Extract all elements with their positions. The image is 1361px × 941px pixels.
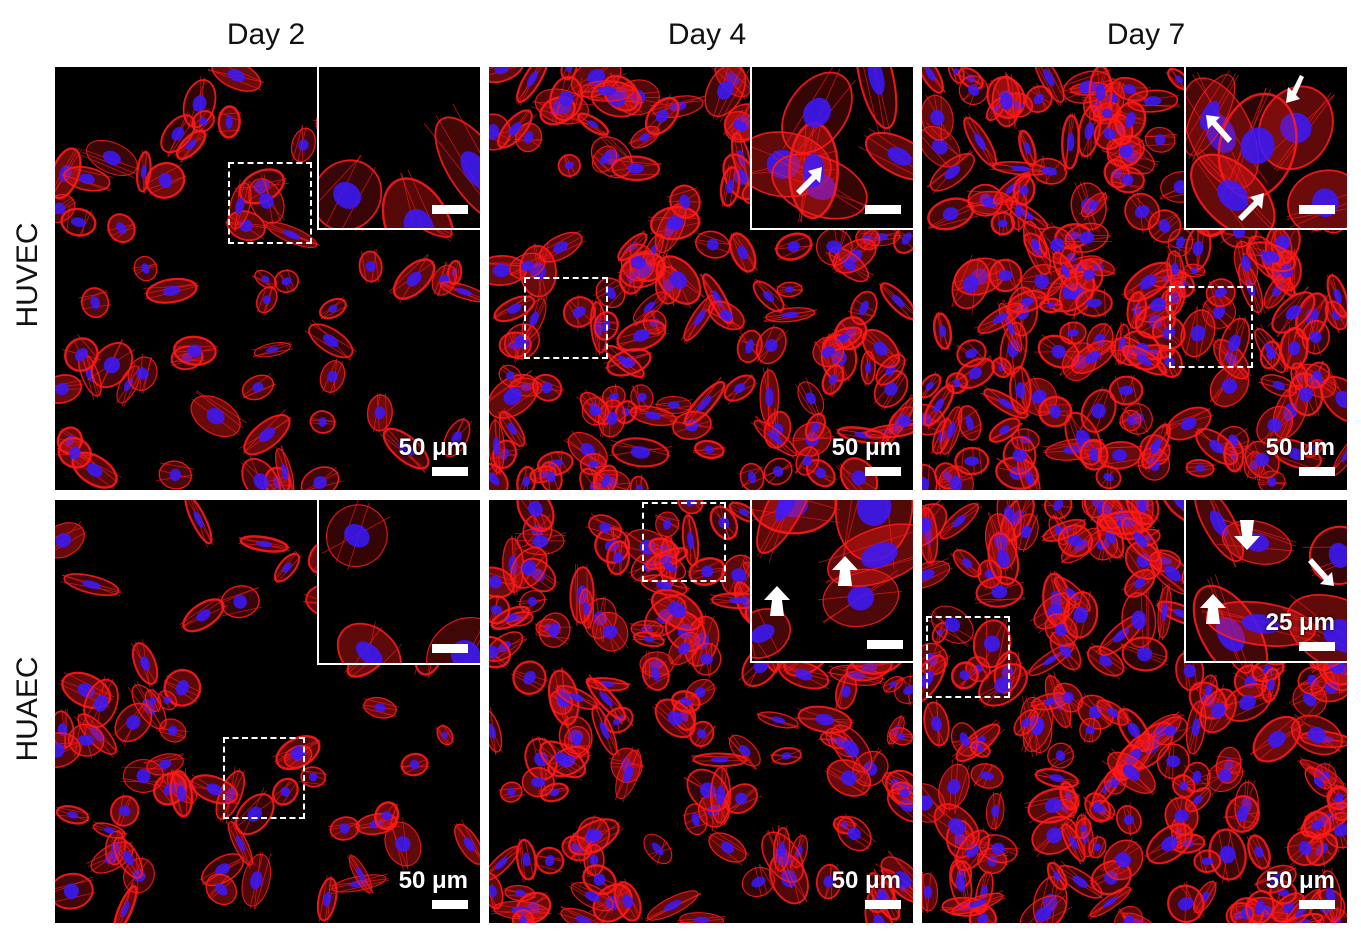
column-label-day-2: Day 2 bbox=[226, 18, 306, 51]
column-label-day-7: Day 7 bbox=[1106, 18, 1186, 51]
arrow-icon bbox=[1286, 75, 1304, 103]
inset-scale-bar bbox=[867, 640, 903, 649]
fluorescence-image bbox=[752, 500, 913, 661]
inset-scale-bar bbox=[1299, 205, 1335, 214]
zoom-inset: 25 μm bbox=[1184, 500, 1347, 663]
zoom-region-box bbox=[642, 502, 726, 582]
zoom-region-box bbox=[223, 737, 305, 819]
inset-scale-bar bbox=[432, 644, 468, 653]
panel-huvec-day-4: 50 μm bbox=[489, 67, 913, 490]
arrow-icon bbox=[764, 586, 790, 616]
zoom-inset bbox=[1184, 67, 1347, 230]
inset-scale-bar bbox=[432, 205, 468, 214]
fluorescence-image bbox=[922, 500, 1347, 923]
scale-bar-label: 50 μm bbox=[398, 434, 468, 461]
scale-bar-label: 50 μm bbox=[1265, 867, 1335, 894]
inset-scale-bar-label: 25 μm bbox=[1265, 609, 1335, 636]
zoom-region-box bbox=[926, 616, 1010, 698]
zoom-inset bbox=[317, 500, 480, 665]
arrow-icon bbox=[796, 167, 822, 195]
arrow-icon bbox=[1206, 115, 1232, 143]
scale-bar bbox=[1299, 900, 1335, 909]
zoom-inset bbox=[317, 67, 480, 230]
inset-scale-bar bbox=[865, 205, 901, 214]
scale-bar bbox=[1299, 467, 1335, 476]
panel-huaec-day-2: 50 μm bbox=[55, 500, 480, 923]
zoom-region-box bbox=[524, 277, 608, 359]
arrow-icon bbox=[1200, 594, 1226, 624]
arrow-icon bbox=[1234, 520, 1260, 550]
fluorescence-image bbox=[321, 500, 480, 663]
scale-bar bbox=[432, 467, 468, 476]
column-label-day-4: Day 4 bbox=[667, 18, 747, 51]
fluorescence-image bbox=[922, 67, 1347, 490]
fluorescence-image bbox=[55, 67, 480, 490]
scale-bar-label: 50 μm bbox=[1265, 434, 1335, 461]
scale-bar bbox=[432, 900, 468, 909]
scale-bar-label: 50 μm bbox=[398, 867, 468, 894]
fluorescence-image bbox=[319, 103, 480, 228]
panel-huvec-day-2: 50 μm bbox=[55, 67, 480, 490]
scale-bar-label: 50 μm bbox=[831, 434, 901, 461]
arrow-icon bbox=[1308, 558, 1334, 586]
panel-huvec-day-7: 50 μm bbox=[922, 67, 1347, 490]
scale-bar-label: 50 μm bbox=[831, 867, 901, 894]
zoom-inset bbox=[750, 67, 913, 230]
panel-huaec-day-4: 50 μm bbox=[489, 500, 913, 923]
arrow-icon bbox=[1238, 193, 1264, 221]
scale-bar bbox=[865, 467, 901, 476]
zoom-inset bbox=[750, 500, 913, 663]
panel-huaec-day-7: 25 μm 50 μm bbox=[922, 500, 1347, 923]
zoom-region-box bbox=[228, 162, 312, 244]
zoom-region-box bbox=[1169, 286, 1253, 368]
inset-scale-bar bbox=[1299, 642, 1335, 651]
scale-bar bbox=[865, 900, 901, 909]
row-label-huaec: HUAEC bbox=[11, 656, 44, 762]
row-label-huvec: HUVEC bbox=[11, 222, 44, 328]
arrow-icon bbox=[832, 556, 858, 586]
fluorescence-image bbox=[752, 67, 913, 223]
